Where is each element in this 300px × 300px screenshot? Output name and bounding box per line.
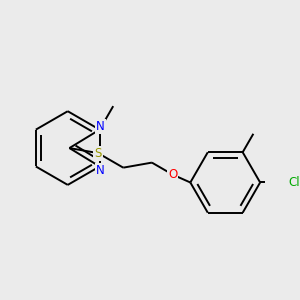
- Text: S: S: [94, 147, 102, 160]
- Text: O: O: [168, 168, 178, 181]
- Text: N: N: [96, 164, 105, 177]
- Text: N: N: [96, 120, 105, 133]
- Text: Cl: Cl: [288, 176, 300, 189]
